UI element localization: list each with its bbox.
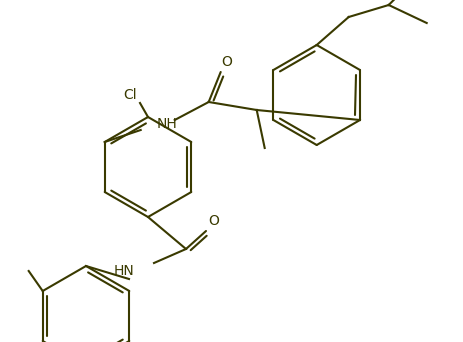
Text: O: O [221, 55, 232, 69]
Text: HN: HN [113, 264, 134, 278]
Text: Cl: Cl [123, 88, 137, 102]
Text: O: O [208, 214, 219, 228]
Text: NH: NH [156, 117, 177, 131]
